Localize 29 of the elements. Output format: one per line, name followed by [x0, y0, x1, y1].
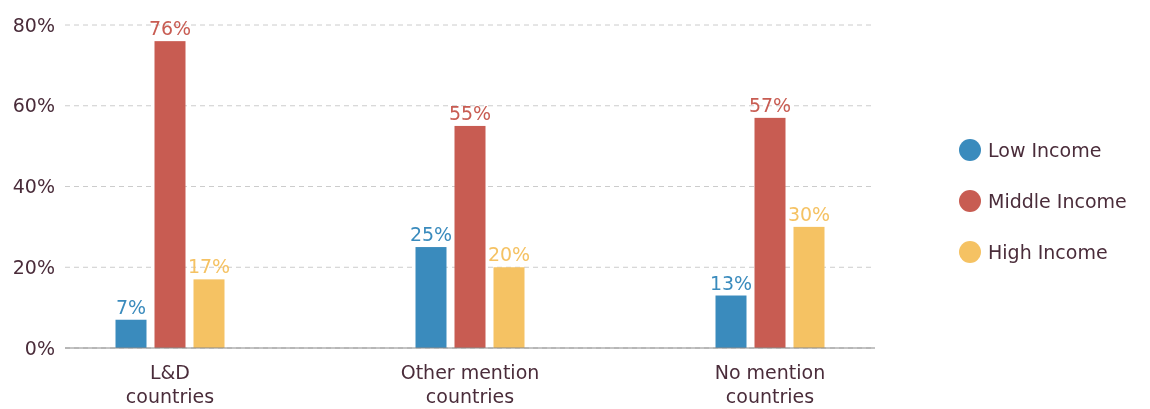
data-label: 17% — [187, 255, 231, 278]
bar — [493, 267, 525, 348]
bar — [715, 295, 747, 348]
y-tick-label: 80% — [12, 13, 55, 36]
data-label: 25% — [409, 223, 453, 246]
x-tick-label: Other mention countries — [400, 361, 540, 407]
legend-label: Middle Income — [988, 189, 1127, 212]
data-label: 20% — [487, 243, 531, 266]
bar — [415, 247, 447, 348]
bar — [454, 125, 486, 348]
data-label: 57% — [748, 93, 792, 116]
y-tick-label: 40% — [12, 175, 55, 198]
legend-label: Low Income — [988, 138, 1102, 161]
legend-label: High Income — [988, 240, 1108, 263]
data-label: 76% — [148, 17, 192, 40]
data-label: 13% — [709, 271, 753, 294]
y-tick-label: 20% — [12, 255, 55, 278]
bar — [154, 41, 186, 348]
data-label: 30% — [787, 202, 831, 225]
bar — [115, 319, 147, 348]
y-tick-label: 0% — [24, 336, 55, 359]
data-label: 7% — [115, 295, 147, 318]
bar — [193, 279, 225, 348]
data-label: 55% — [448, 101, 492, 124]
x-tick-label: L&D countries — [125, 361, 215, 407]
y-tick-label: 60% — [12, 94, 55, 117]
x-tick-label: No mention countries — [714, 361, 826, 407]
bar — [793, 226, 825, 348]
bar — [754, 117, 786, 348]
